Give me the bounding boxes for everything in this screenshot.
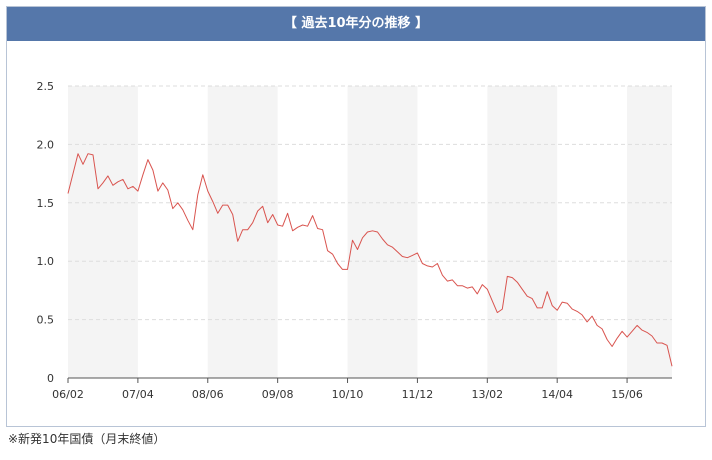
x-tick-label: 09/08 xyxy=(262,388,294,401)
line-chart: 0 0.5 1.0 1.5 2.0 2.5 06/02 07/04 08/06 09/08 10/1… xyxy=(37,80,673,401)
y-tick-label: 2.0 xyxy=(37,138,55,151)
footnote: ※新発10年国債（月末終値） xyxy=(8,432,166,446)
plot-band xyxy=(627,86,672,378)
plot-band xyxy=(68,86,138,378)
y-tick-label: 2.5 xyxy=(37,80,55,93)
x-tick-label: 10/10 xyxy=(332,388,364,401)
x-tick-label: 13/02 xyxy=(471,388,503,401)
y-tick-label: 1.0 xyxy=(37,255,55,268)
series-line xyxy=(67,153,673,367)
x-tick-label: 07/04 xyxy=(122,388,154,401)
plot-band xyxy=(207,86,278,378)
x-tick-label: 11/12 xyxy=(402,388,434,401)
x-tick-label: 14/04 xyxy=(541,388,573,401)
plot-band xyxy=(347,86,418,378)
x-tick-label: 06/02 xyxy=(52,388,84,401)
y-tick-label: 1.5 xyxy=(37,197,55,210)
y-tick-label: 0.5 xyxy=(37,314,55,327)
chart-panel: 【 過去10年分の推移 】 0 0.5 1.0 1.5 2.0 2.5 06/02 07/04… xyxy=(6,6,706,427)
chart-title: 【 過去10年分の推移 】 xyxy=(7,7,705,41)
x-tick-label: 08/06 xyxy=(192,388,224,401)
x-tick-label: 15/06 xyxy=(611,388,643,401)
y-tick-label: 0 xyxy=(47,372,54,385)
plot-band xyxy=(487,86,558,378)
